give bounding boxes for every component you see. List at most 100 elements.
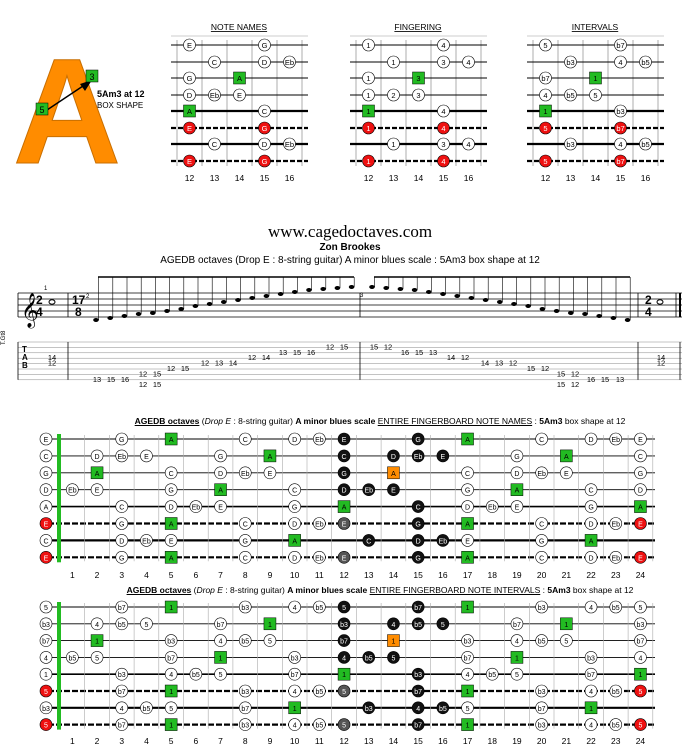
fb-note-label-intervals: b7	[217, 622, 225, 629]
mini-note	[614, 154, 627, 168]
mini-note	[614, 137, 627, 151]
staff-note	[135, 312, 142, 316]
fb-note-notes	[461, 466, 474, 480]
mini-note	[614, 38, 627, 52]
fb-fret-number-notes: 8	[243, 570, 248, 580]
logo-arrow-icon	[80, 80, 92, 91]
fb-note-label-notes: G	[465, 488, 470, 495]
fb-note-notes	[436, 449, 450, 463]
fb-fret-number-notes: 24	[636, 570, 646, 580]
fb-note-label-notes: E	[95, 488, 100, 495]
fb-fret-number-intervals: 22	[586, 736, 596, 746]
mini-note-label: 4	[441, 124, 445, 133]
fb-note-notes	[510, 466, 524, 480]
fb-note-intervals	[411, 617, 425, 631]
mini-note-label: D	[262, 140, 268, 149]
fb-note-label-notes: E	[638, 437, 643, 444]
fb-note-label-notes: Eb	[611, 522, 620, 529]
fb-note-notes	[535, 517, 548, 530]
fb-note-label-notes: A	[465, 437, 470, 444]
fb-note-label-notes: D	[514, 471, 519, 478]
fb-note-label-notes: C	[416, 505, 421, 512]
fb-open-label-notes: C	[43, 454, 48, 461]
fb-note-label-intervals: 5	[95, 655, 99, 662]
mini-fret-number: 14	[235, 173, 245, 183]
tab-number: 15	[557, 380, 565, 389]
fb-note-intervals	[313, 600, 326, 614]
fb-note-notes	[214, 500, 227, 513]
fb-note-notes	[313, 432, 326, 446]
fb-note-label-intervals: 4	[589, 689, 593, 696]
fb-note-label-notes: G	[415, 437, 420, 444]
fb-note-intervals	[313, 718, 326, 731]
mini-note	[362, 88, 375, 102]
mini-fret-number: 16	[641, 173, 651, 183]
mini-fret-number: 13	[389, 173, 399, 183]
fb-note-notes	[510, 449, 524, 463]
staff-note	[383, 286, 390, 290]
fb-note-intervals	[337, 651, 351, 664]
fb-note-intervals	[140, 617, 153, 631]
fb-note-label-notes: A	[95, 471, 100, 478]
mini-title: FINGERING	[394, 22, 441, 32]
fb-note-notes	[387, 449, 400, 463]
fb-note-notes	[634, 466, 647, 480]
fb-root-note-intervals	[288, 701, 301, 715]
fb-note-label-notes: C	[638, 454, 643, 461]
mini-note-label: 3	[416, 91, 420, 100]
fb-open-note-notes	[39, 517, 53, 530]
fb-note-intervals	[584, 600, 598, 614]
fb-note-notes	[140, 534, 153, 547]
tab-number: 13	[279, 348, 287, 357]
fb-note-intervals	[115, 701, 129, 715]
fb-open-label-notes: G	[43, 471, 48, 478]
mini-note-label: b7	[616, 41, 624, 50]
mini-note	[258, 55, 271, 69]
fb-note-label-notes: A	[169, 555, 174, 562]
fb-note-label-intervals: b5	[68, 655, 76, 662]
fb-note-label-notes: D	[342, 488, 347, 495]
fb-fret-number-intervals: 2	[95, 736, 100, 746]
fb-fret-number-notes: 15	[413, 570, 423, 580]
fb-note-label-intervals: 5	[342, 723, 346, 730]
tab-number: 15	[153, 369, 161, 378]
fb-note-label-intervals: b5	[315, 689, 323, 696]
mini-note	[258, 137, 271, 151]
fb-open-label-intervals: 5	[44, 689, 48, 696]
tab-number: 15	[107, 375, 115, 384]
fb-note-intervals	[337, 684, 351, 698]
fb-note-label-notes: Eb	[117, 454, 126, 461]
fb-note-notes	[609, 550, 623, 564]
mini-note-label: 1	[366, 124, 370, 133]
mini-note	[539, 88, 552, 102]
fb-note-label-intervals: b5	[365, 655, 373, 662]
site-title: www.cagedoctaves.com	[267, 222, 433, 241]
fb-open-label-intervals: 4	[44, 655, 48, 662]
mini-note-label: E	[187, 41, 192, 50]
staff-note	[263, 294, 270, 298]
mini-note-root	[589, 71, 602, 85]
fb-note-label-notes: D	[589, 522, 594, 529]
fb-note-label-notes: Eb	[315, 522, 324, 529]
fb-note-label-intervals: b7	[118, 605, 126, 612]
fb-note-intervals	[337, 617, 351, 631]
fb-note-label-notes: G	[415, 555, 420, 562]
staff-note	[369, 285, 375, 289]
fb-note-notes	[510, 500, 524, 513]
fb-note-intervals	[263, 634, 277, 647]
fb-root-note-intervals	[560, 617, 573, 631]
fb-note-label-notes: C	[243, 437, 248, 444]
fb-note-label-intervals: b7	[464, 655, 472, 662]
fb-note-label-notes: G	[119, 437, 124, 444]
time-sig-end-top: 2	[645, 293, 652, 307]
mini-note-label: G	[187, 74, 193, 83]
fb-fret-number-notes: 12	[339, 570, 349, 580]
fb-fret-number-notes: 6	[193, 570, 198, 580]
staff-note	[511, 302, 517, 306]
fb-note-label-notes: G	[539, 538, 544, 545]
fb-note-label-notes: E	[638, 522, 643, 529]
fb-note-notes	[115, 534, 129, 547]
mini-note-label: 1	[593, 74, 597, 83]
fb-note-label-intervals: 1	[466, 605, 470, 612]
fb-note-label-notes: E	[268, 471, 273, 478]
